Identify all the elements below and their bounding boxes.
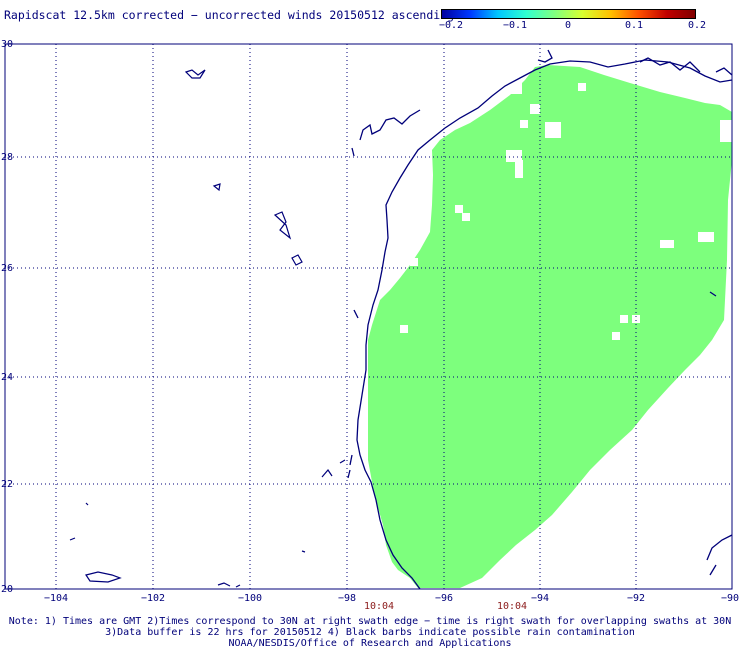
- swath-time-label: 10:04: [496, 601, 528, 612]
- graticule: [5, 44, 732, 589]
- footnote-credit: NOAA/NESDIS/Office of Research and Appli…: [228, 638, 512, 649]
- map-title: Rapidscat 12.5km corrected − uncorrected…: [4, 8, 455, 22]
- lon-tick-label: −96: [435, 593, 453, 604]
- colorbar: [441, 9, 696, 19]
- lon-tick-label: −98: [338, 593, 356, 604]
- footnote-line-2: 3)Data buffer is 22 hrs for 20150512 4) …: [105, 627, 635, 638]
- lat-tick-label: 30: [1, 39, 13, 50]
- lon-tick-label: −90: [721, 593, 739, 604]
- coastline: [347, 49, 733, 590]
- footnote-line-1: Note: 1) Times are GMT 2)Times correspon…: [8, 616, 732, 627]
- data-gaps: [392, 82, 732, 340]
- lon-tick-label: −94: [531, 593, 549, 604]
- colorbar-tick: 0.1: [624, 20, 644, 31]
- lon-tick-label: −102: [141, 593, 165, 604]
- lat-tick-label: 20: [1, 584, 13, 595]
- colorbar-tick: −0.1: [502, 20, 528, 31]
- colorbar-tick: −0.2: [438, 20, 464, 31]
- lat-tick-label: 28: [1, 152, 13, 163]
- lon-tick-label: −92: [627, 593, 645, 604]
- lon-tick-label: −104: [44, 593, 68, 604]
- colorbar-tick: 0: [564, 20, 572, 31]
- lat-tick-label: 26: [1, 263, 13, 274]
- swath-time-label: 10:04: [363, 601, 395, 612]
- lon-tick-label: −100: [238, 593, 262, 604]
- inland-features: [69, 69, 717, 588]
- lat-tick-label: 24: [1, 372, 13, 383]
- lat-tick-label: 22: [1, 479, 13, 490]
- wind-swath: [368, 65, 732, 588]
- colorbar-tick: 0.2: [687, 20, 707, 31]
